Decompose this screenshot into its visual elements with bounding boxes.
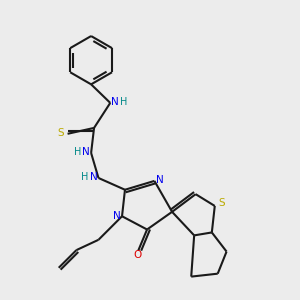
Text: O: O: [134, 250, 142, 260]
Text: N: N: [113, 211, 121, 221]
Text: S: S: [219, 198, 226, 208]
Text: S: S: [58, 128, 64, 138]
Text: H: H: [74, 147, 81, 157]
Text: N: N: [82, 147, 90, 157]
Text: N: N: [111, 97, 119, 107]
Text: N: N: [90, 172, 97, 182]
Text: H: H: [81, 172, 88, 182]
Text: H: H: [120, 97, 128, 107]
Text: N: N: [156, 175, 164, 185]
